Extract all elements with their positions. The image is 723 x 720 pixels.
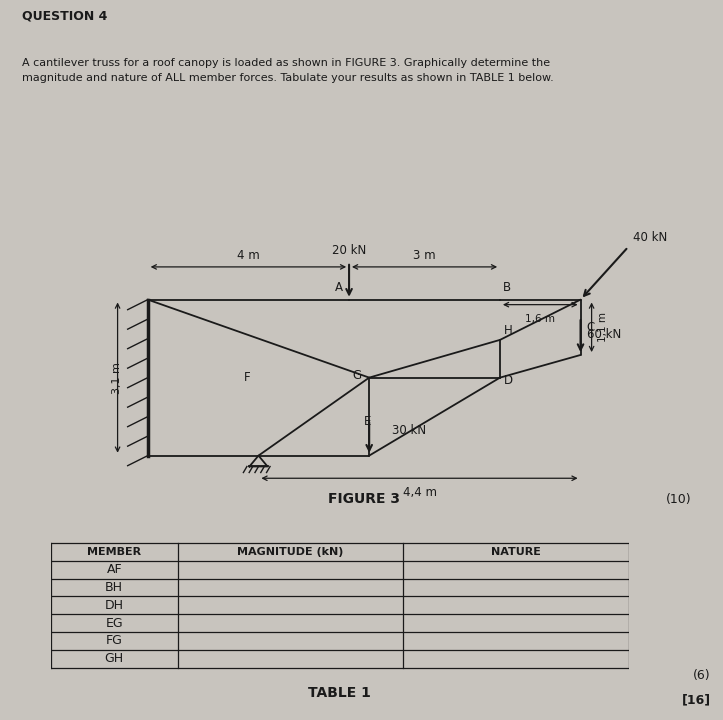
Text: 1,6 m: 1,6 m	[526, 314, 555, 324]
Text: 30 kN: 30 kN	[392, 424, 426, 437]
Text: 20 kN: 20 kN	[332, 244, 366, 257]
Text: DH: DH	[105, 599, 124, 612]
Text: FIGURE 3: FIGURE 3	[328, 492, 400, 506]
Text: 4 m: 4 m	[237, 249, 260, 262]
Text: 3 m: 3 m	[414, 249, 436, 262]
Text: BH: BH	[106, 581, 123, 594]
Text: (10): (10)	[666, 493, 691, 506]
Text: MEMBER: MEMBER	[87, 547, 141, 557]
Text: GH: GH	[105, 652, 124, 665]
Text: 1,1 m: 1,1 m	[598, 312, 608, 342]
Text: MAGNITUDE (kN): MAGNITUDE (kN)	[237, 547, 344, 557]
Text: TABLE 1: TABLE 1	[309, 685, 371, 700]
Text: 3,1 m: 3,1 m	[111, 361, 121, 394]
Text: A cantilever truss for a roof canopy is loaded as shown in FIGURE 3. Graphically: A cantilever truss for a roof canopy is …	[22, 58, 553, 83]
Text: D: D	[504, 374, 513, 387]
Text: NATURE: NATURE	[492, 547, 541, 557]
Text: (6): (6)	[693, 668, 711, 682]
Text: QUESTION 4: QUESTION 4	[22, 9, 107, 23]
Text: 4,4 m: 4,4 m	[403, 486, 437, 499]
Text: EG: EG	[106, 616, 123, 629]
Text: B: B	[502, 281, 510, 294]
Text: A: A	[335, 281, 343, 294]
Text: H: H	[504, 324, 513, 338]
Text: C: C	[586, 321, 595, 334]
Text: F: F	[244, 371, 251, 384]
Text: 60 kN: 60 kN	[586, 328, 621, 341]
Text: 40 kN: 40 kN	[633, 231, 667, 244]
Text: E: E	[364, 415, 372, 428]
Text: AF: AF	[106, 563, 122, 576]
Text: G: G	[353, 369, 362, 382]
Text: FG: FG	[106, 634, 123, 647]
Text: [16]: [16]	[682, 693, 711, 707]
